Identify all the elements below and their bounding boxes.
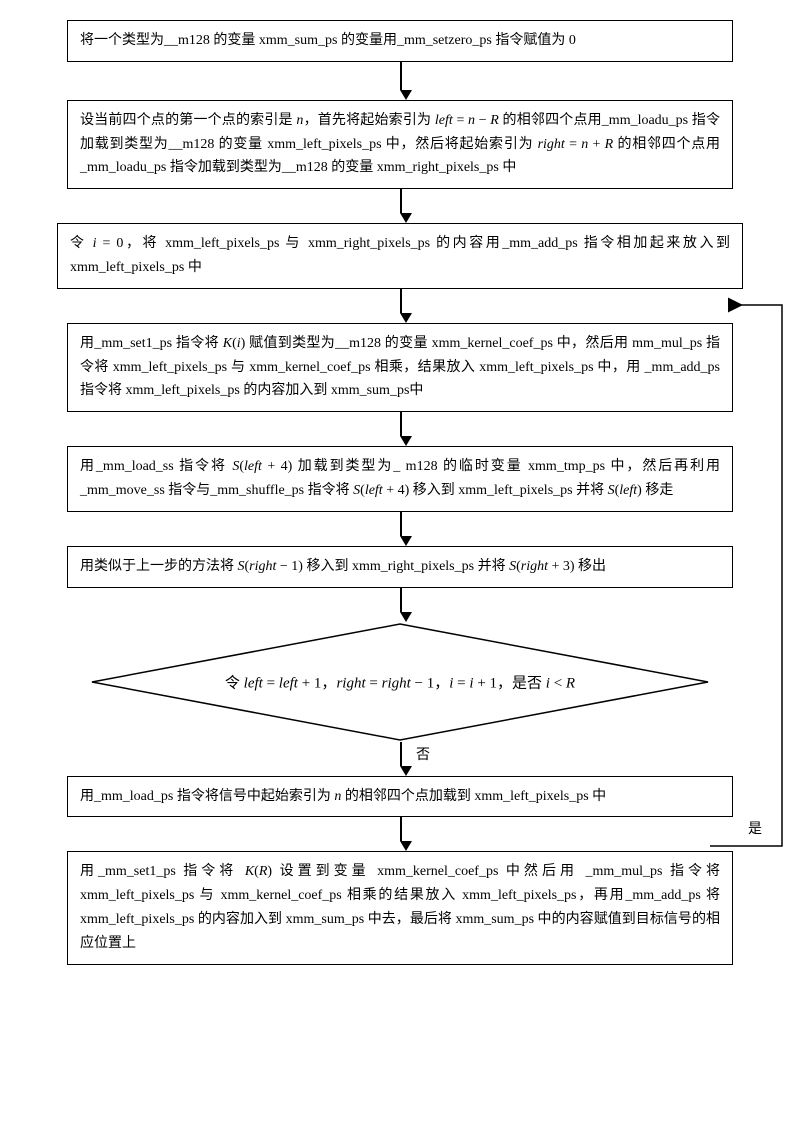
label-yes: 是 <box>748 818 762 838</box>
node-decision: 令 left = left + 1，right = right − 1，i = … <box>90 622 710 742</box>
node-n2: 设当前四个点的第一个点的索引是 n，首先将起始索引为 left = n − R … <box>67 100 733 189</box>
node-n7: 用_mm_load_ps 指令将信号中起始索引为 n 的相邻四个点加载到 xmm… <box>67 776 733 818</box>
label-no: 否 <box>416 744 430 764</box>
node-n8: 用_mm_set1_ps 指令将 K(R) 设置到变量 xmm_kernel_c… <box>67 851 733 964</box>
node-n5: 用_mm_load_ss 指令将 S(left + 4) 加载到类型为_ m12… <box>67 446 733 512</box>
node-n4: 用_mm_set1_ps 指令将 K(i) 赋值到类型为__m128 的变量 x… <box>67 323 733 412</box>
node-n6: 用类似于上一步的方法将 S(right − 1) 移入到 xmm_right_p… <box>67 546 733 588</box>
node-n3: 令 i = 0，将 xmm_left_pixels_ps 与 xmm_right… <box>57 223 743 289</box>
node-n1: 将一个类型为__m128 的变量 xmm_sum_ps 的变量用_mm_setz… <box>67 20 733 62</box>
flowchart-root: 是 将一个类型为__m128 的变量 xmm_sum_ps 的变量用_mm_se… <box>40 20 760 965</box>
